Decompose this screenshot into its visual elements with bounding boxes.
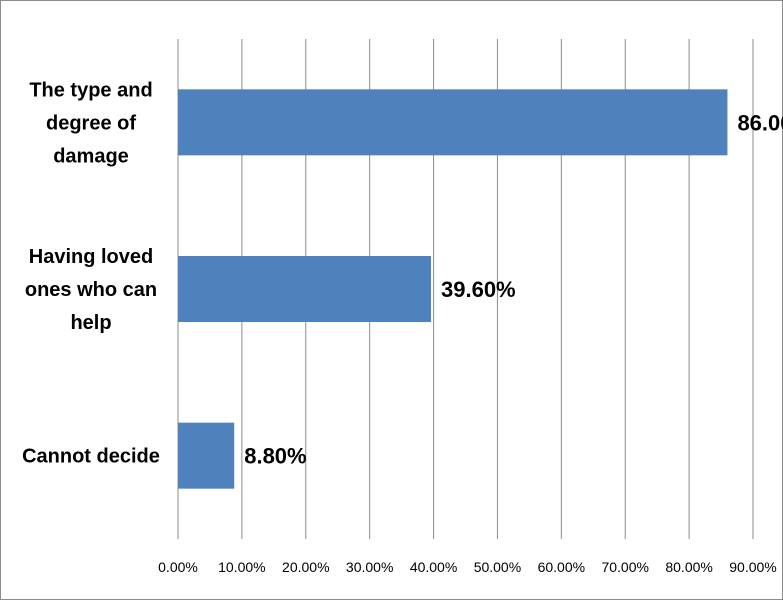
data-labels: 86.00% 39.60% 8.80% xyxy=(244,110,783,468)
x-tick-label: 30.00% xyxy=(346,559,393,575)
category-label: ones who can xyxy=(25,279,157,301)
category-label: Cannot decide xyxy=(22,446,160,468)
category-label: degree of xyxy=(46,112,136,134)
category-label: help xyxy=(70,312,111,334)
category-labels: The type and degree of damage Having loved o… xyxy=(22,79,160,467)
data-label: 39.60% xyxy=(441,277,516,302)
x-tick-label: 20.00% xyxy=(282,559,329,575)
x-tick-label: 0.00% xyxy=(158,559,198,575)
x-tick-label: 40.00% xyxy=(410,559,457,575)
category-label: Having loved xyxy=(29,246,153,268)
x-tick-labels: 0.00% 10.00% 20.00% 30.00% 40.00% 50.00% 60.00… xyxy=(158,559,777,575)
bars xyxy=(178,89,728,489)
bar xyxy=(178,89,728,156)
bar xyxy=(178,422,235,489)
category-label: damage xyxy=(53,145,129,167)
x-tick-label: 10.00% xyxy=(218,559,265,575)
x-tick-label: 60.00% xyxy=(538,559,585,575)
x-tick-label: 80.00% xyxy=(665,559,712,575)
data-label: 8.80% xyxy=(244,444,306,469)
category-label: The type and xyxy=(29,79,152,101)
data-label: 86.00% xyxy=(737,110,783,135)
x-tick-label: 90.00% xyxy=(729,559,776,575)
bar xyxy=(178,256,431,322)
x-tick-label: 50.00% xyxy=(474,559,521,575)
x-tick-label: 70.00% xyxy=(601,559,648,575)
